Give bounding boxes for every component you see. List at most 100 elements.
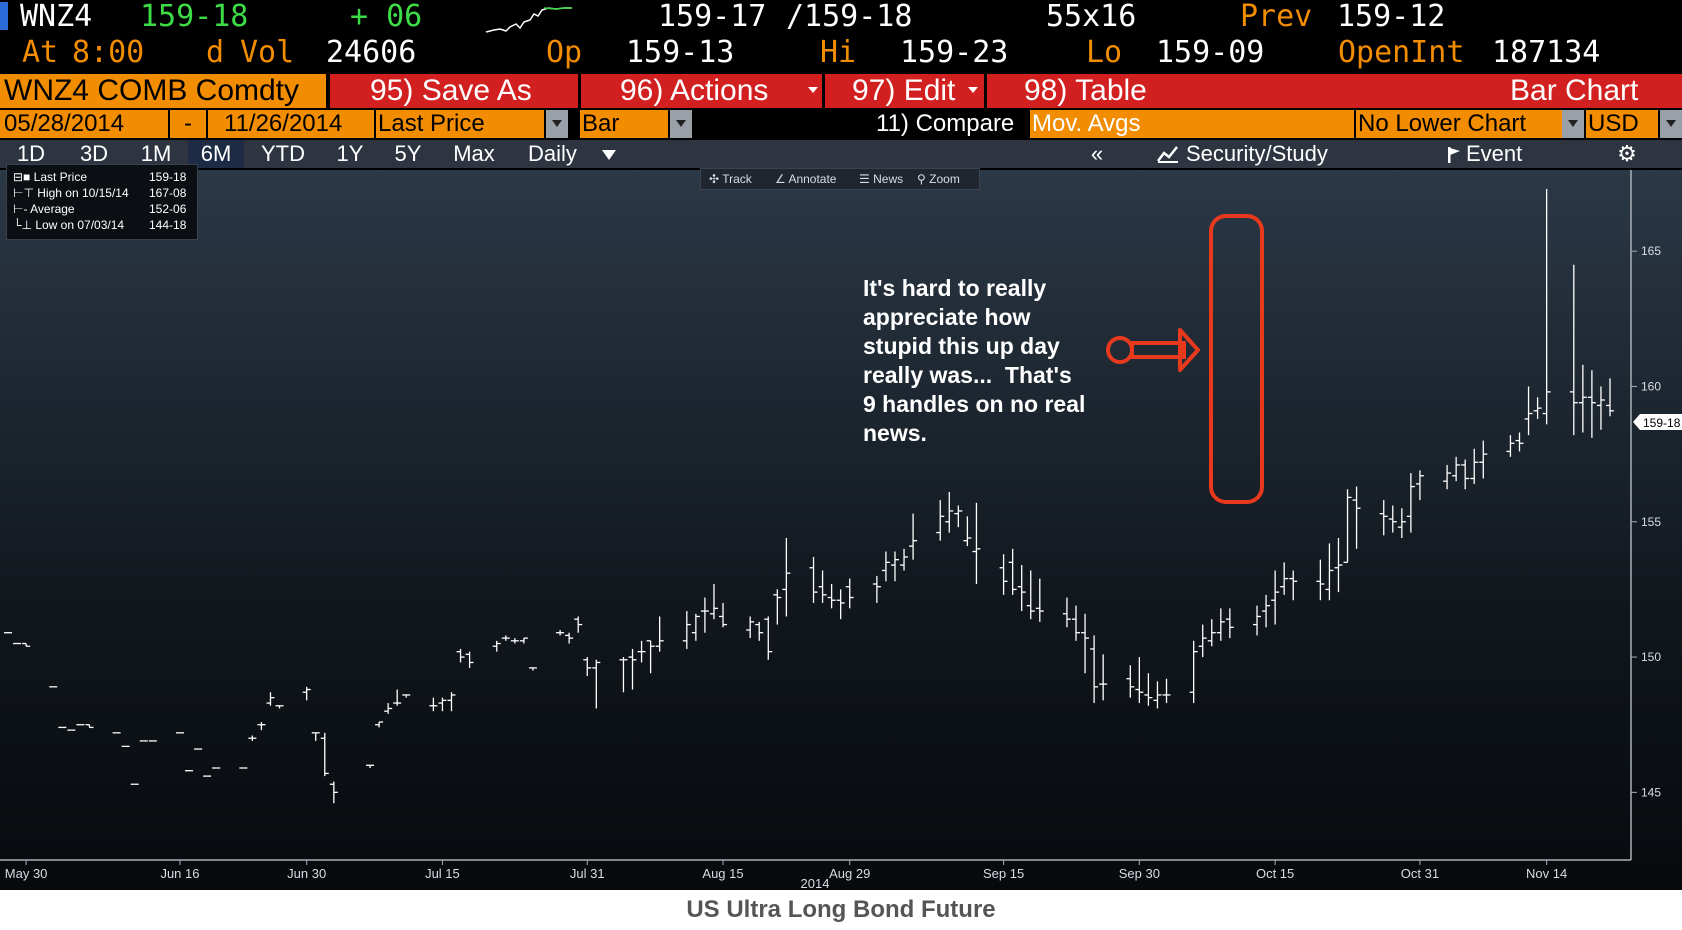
ohlc-bar [1225,608,1234,639]
ohlc-bar [384,703,393,714]
annotate-tool[interactable]: ∠ Annotate [775,169,836,189]
open-value: 159-13 [626,35,735,70]
lower-chart-chevron-down-icon[interactable] [1562,110,1584,138]
annotate-label: Annotate [788,172,837,186]
collapse-button[interactable]: « [1080,140,1114,168]
ohlc-bar [1397,508,1406,538]
ohlc-bar [836,589,845,620]
ohlc-bar [1090,635,1099,704]
ohlc-bar [1461,459,1470,490]
currency-chevron-down-icon[interactable] [1660,110,1682,138]
price-field-select[interactable]: Last Price [376,110,544,138]
ohlc-bar [1515,432,1524,452]
legend-label: High on 10/15/14 [37,186,129,200]
last-price: 159-18 [140,0,249,34]
y-tick-label: 155 [1641,515,1661,529]
y-tick-label: 145 [1641,785,1661,799]
ohlc-bar [574,616,583,633]
ohlc-bar [1506,435,1515,457]
ohlc-bar [646,640,655,674]
table-button[interactable]: 98) Table [1024,74,1147,107]
settings-button[interactable]: ⚙ [1572,140,1682,168]
price-chart[interactable]: 145 150 155 160 165 May 30 Jun 16 Jun 30 Jul 15… [0,170,1682,890]
ohlc-bar [872,575,881,603]
annotation-line: 9 handles on no real [863,391,1086,417]
ohlc-bar [583,657,592,676]
tab-ytd[interactable]: YTD [246,140,320,168]
news-tool[interactable]: ☰ News [859,169,903,189]
openint-label: OpenInt [1338,35,1465,70]
chart-legend[interactable]: ⊟■ Last Price 159-18 ⊢⊤ High on 10/15/14… [6,164,198,240]
ask-price: /159-18 [786,0,913,34]
track-tool[interactable]: ✣ Track [709,169,752,189]
ohlc-bar [818,570,827,603]
event-button[interactable]: Event [1410,140,1570,168]
zoom-tool[interactable]: ⚲ Zoom [917,169,960,189]
ohlc-bar [755,621,764,641]
start-date-field[interactable]: 05/28/2014 [0,110,168,138]
last-price-tag: 159-18 [1633,414,1682,430]
price-field-chevron-down-icon[interactable] [546,110,568,138]
tab-6m[interactable]: 6M [188,140,244,168]
ohlc-bar [1343,489,1352,564]
ohlc-bar [1352,486,1361,549]
track-label: Track [722,172,752,186]
lower-chart-select[interactable]: No Lower Chart [1356,110,1562,138]
tab-max[interactable]: Max [438,140,510,168]
ohlc-bar [22,642,31,647]
tab-1m[interactable]: 1M [126,140,186,168]
compare-button[interactable]: 11) Compare [876,110,1015,137]
ohlc-bar [1198,624,1207,658]
mov-avgs-field[interactable]: Mov. Avgs [1030,110,1166,138]
chart-style-select[interactable]: Bar [580,110,668,138]
period-chevron-down-icon [602,150,616,160]
x-axis-year: 2014 [801,876,830,890]
actions-menu[interactable]: 96) Actions [620,74,769,107]
settings-filler [1166,110,1354,138]
annotation-text[interactable]: It's hard to really appreciate how stupi… [863,274,1085,448]
volume-value: 24606 [326,35,417,70]
bid-price: 159-17 [658,0,767,34]
vol-label: Vol [240,35,295,70]
menu-separator [578,74,581,108]
ohlc-bar [945,492,954,533]
ohlc-bar [890,551,899,582]
ohlc-bar [393,689,402,706]
tab-3d[interactable]: 3D [64,140,124,168]
ohlc-bar [827,584,836,609]
tab-1y[interactable]: 1Y [322,140,378,168]
ohlc-bar [565,632,574,644]
ohlc-bar [691,613,700,641]
currency-select[interactable]: USD [1586,110,1658,138]
tab-5y[interactable]: 5Y [380,140,436,168]
edit-menu[interactable]: 97) Edit [852,74,956,107]
ohlc-bar [429,697,438,712]
x-tick-label: Sep 15 [983,866,1024,881]
ohlc-bar [456,648,465,663]
x-tick-label: Jun 30 [287,866,326,881]
period-select[interactable]: Daily [512,140,652,168]
end-date-field[interactable]: 11/26/2014 [208,110,374,138]
chart-style-chevron-down-icon[interactable] [670,110,692,138]
chart-area[interactable]: 145 150 155 160 165 May 30 Jun 16 Jun 30 Jul 15… [0,164,1682,890]
ohlc-bar [900,548,909,571]
ticker[interactable]: WNZ4 [20,0,93,34]
ohlc-bar [619,657,628,693]
security-field[interactable]: WNZ4 COMB Comdty [0,74,326,108]
ohlc-bar [556,630,565,636]
d-label: d [206,35,225,70]
ohlc-bar [465,651,474,668]
event-label: Event [1466,141,1523,166]
ohlc-bar [1415,470,1424,501]
security-study-button[interactable]: Security/Study [1116,140,1408,168]
tab-1d[interactable]: 1D [0,140,62,168]
ohlc-bar [709,584,718,620]
ohlc-bar [700,597,709,633]
save-as-button[interactable]: 95) Save As [370,74,532,107]
legend-row: ⊟■ Last Price [13,170,87,184]
y-tick-label: 160 [1641,379,1661,393]
legend-label: Average [30,202,75,216]
ohlc-bar [329,781,338,804]
x-tick-label: Jul 15 [425,866,460,881]
ohlc-bar [302,686,311,701]
